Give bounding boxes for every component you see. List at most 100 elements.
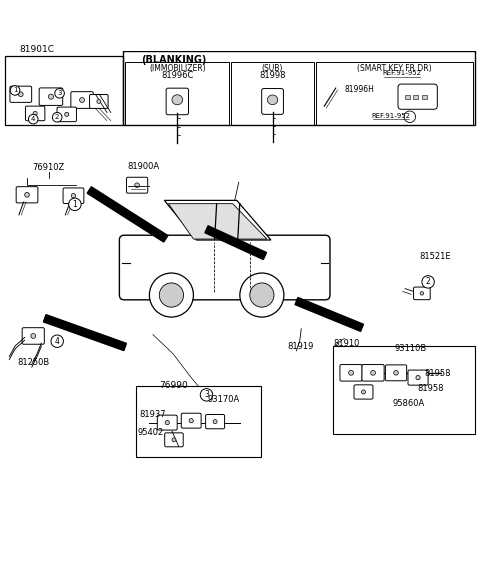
Bar — [422, 95, 427, 99]
Circle shape — [69, 198, 81, 210]
Text: 81900A: 81900A — [127, 162, 159, 171]
FancyBboxPatch shape — [16, 187, 38, 203]
Circle shape — [394, 371, 398, 375]
Circle shape — [51, 335, 63, 347]
Circle shape — [200, 389, 213, 401]
FancyBboxPatch shape — [10, 86, 32, 102]
Circle shape — [18, 92, 23, 96]
Bar — [413, 95, 418, 99]
FancyBboxPatch shape — [63, 188, 84, 203]
Text: (SMART KEY FR DR): (SMART KEY FR DR) — [357, 64, 432, 73]
Text: 4: 4 — [55, 337, 60, 346]
Bar — [136, 386, 261, 457]
Text: 81958: 81958 — [417, 384, 444, 393]
Circle shape — [31, 333, 36, 338]
Text: 93110B: 93110B — [394, 344, 426, 353]
Bar — [125, 62, 229, 125]
FancyBboxPatch shape — [362, 364, 384, 381]
Bar — [231, 62, 314, 125]
FancyBboxPatch shape — [340, 364, 362, 381]
Text: 3: 3 — [57, 90, 62, 96]
Polygon shape — [168, 204, 267, 239]
FancyBboxPatch shape — [165, 433, 183, 447]
Circle shape — [240, 273, 284, 317]
FancyBboxPatch shape — [57, 107, 76, 121]
FancyBboxPatch shape — [414, 287, 430, 300]
Circle shape — [371, 371, 375, 375]
FancyBboxPatch shape — [181, 413, 201, 428]
FancyBboxPatch shape — [166, 88, 189, 114]
Circle shape — [52, 113, 62, 122]
Circle shape — [165, 421, 169, 425]
Text: 81958: 81958 — [425, 368, 451, 378]
FancyBboxPatch shape — [205, 414, 225, 429]
Circle shape — [172, 438, 176, 442]
Circle shape — [135, 183, 139, 188]
Bar — [333, 346, 475, 434]
FancyBboxPatch shape — [90, 95, 108, 109]
Circle shape — [71, 193, 76, 198]
Bar — [5, 56, 123, 125]
Text: 1: 1 — [13, 88, 17, 94]
Polygon shape — [87, 187, 168, 242]
Text: 3: 3 — [204, 390, 209, 399]
Circle shape — [80, 98, 84, 102]
Text: 76910Z: 76910Z — [33, 163, 65, 172]
Circle shape — [24, 192, 29, 197]
Circle shape — [33, 112, 37, 116]
Text: 2: 2 — [426, 277, 431, 286]
Circle shape — [250, 283, 274, 307]
Circle shape — [65, 112, 69, 116]
FancyBboxPatch shape — [385, 365, 407, 381]
Text: 81996H: 81996H — [345, 85, 374, 94]
FancyBboxPatch shape — [398, 84, 437, 109]
FancyBboxPatch shape — [157, 415, 177, 430]
Circle shape — [213, 419, 217, 424]
Text: 81521E: 81521E — [420, 252, 451, 261]
Circle shape — [55, 88, 64, 98]
Text: 95860A: 95860A — [392, 399, 424, 408]
Circle shape — [420, 292, 423, 295]
Polygon shape — [295, 297, 363, 331]
Text: 81910: 81910 — [333, 339, 360, 348]
Polygon shape — [43, 315, 126, 350]
Text: 81996C: 81996C — [161, 71, 193, 80]
Text: 81250B: 81250B — [17, 357, 49, 367]
Text: REF.91-952: REF.91-952 — [383, 70, 421, 76]
Text: 81919: 81919 — [287, 342, 313, 351]
Text: 81901C: 81901C — [19, 45, 54, 54]
Polygon shape — [164, 200, 271, 240]
Circle shape — [28, 114, 38, 124]
Text: (IMMOBILIZER): (IMMOBILIZER) — [149, 64, 205, 73]
Text: 81998: 81998 — [259, 71, 286, 80]
Polygon shape — [205, 226, 266, 260]
Bar — [123, 51, 475, 125]
FancyBboxPatch shape — [22, 328, 44, 344]
Circle shape — [416, 375, 420, 380]
FancyBboxPatch shape — [408, 370, 428, 385]
FancyBboxPatch shape — [120, 235, 330, 300]
Circle shape — [361, 390, 365, 394]
Ellipse shape — [172, 95, 183, 105]
Bar — [316, 62, 473, 125]
Circle shape — [159, 283, 183, 307]
FancyBboxPatch shape — [354, 385, 373, 399]
Ellipse shape — [267, 95, 278, 105]
Bar — [405, 95, 409, 99]
Circle shape — [348, 371, 353, 375]
FancyBboxPatch shape — [25, 106, 45, 121]
Text: 95402: 95402 — [138, 428, 164, 437]
Circle shape — [422, 275, 434, 288]
FancyBboxPatch shape — [262, 88, 283, 114]
Circle shape — [97, 99, 101, 103]
Circle shape — [189, 418, 193, 423]
Text: 1: 1 — [72, 200, 77, 209]
Circle shape — [149, 273, 193, 317]
Text: 76990: 76990 — [159, 381, 188, 390]
Text: 4: 4 — [31, 116, 36, 122]
Text: 93170A: 93170A — [207, 396, 240, 404]
FancyBboxPatch shape — [126, 177, 148, 193]
Circle shape — [48, 94, 54, 99]
Text: (BLANKING): (BLANKING) — [141, 55, 206, 65]
Text: REF.91-952: REF.91-952 — [372, 113, 410, 119]
